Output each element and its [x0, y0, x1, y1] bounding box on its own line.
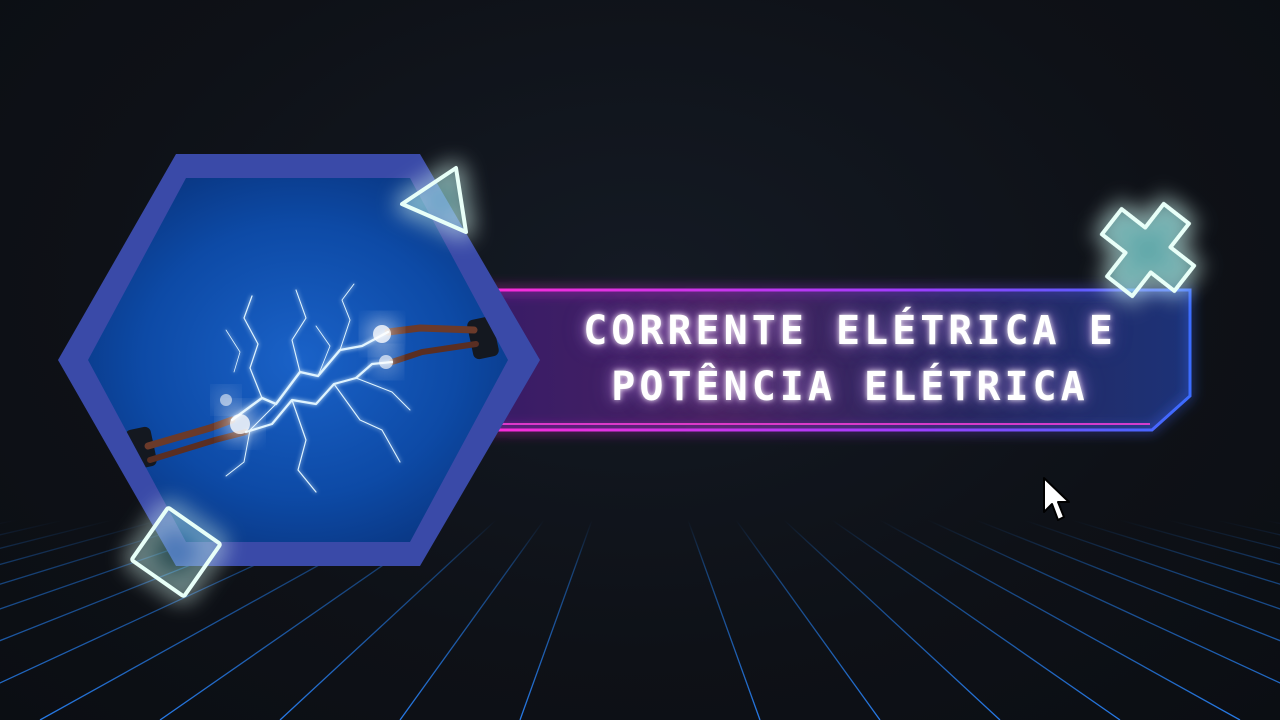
grid-line [879, 519, 1241, 720]
grid-line [0, 519, 209, 585]
spark-image [88, 178, 508, 542]
grid-line [687, 519, 761, 720]
cross-icon [1099, 201, 1197, 299]
grid-line [1119, 519, 1280, 566]
title-line-2: POTÊNCIA ELÉTRICA [611, 364, 1089, 410]
grid-line [1023, 519, 1280, 610]
grid-line [831, 519, 1121, 720]
cursor-icon [1043, 477, 1070, 521]
grid-line [975, 519, 1280, 642]
title-banner [470, 288, 1192, 432]
grid-line [735, 519, 881, 720]
grid-line [279, 519, 497, 720]
grid-line [399, 519, 545, 720]
grid-line [1071, 519, 1280, 585]
title-line-1: CORRENTE ELÉTRICA E [583, 308, 1117, 354]
grid-line [519, 519, 593, 720]
grid-line [0, 519, 161, 566]
grid-line [783, 519, 1001, 720]
triangle-icon [400, 166, 468, 234]
diamond-icon [130, 506, 222, 598]
grid-line [927, 519, 1280, 684]
